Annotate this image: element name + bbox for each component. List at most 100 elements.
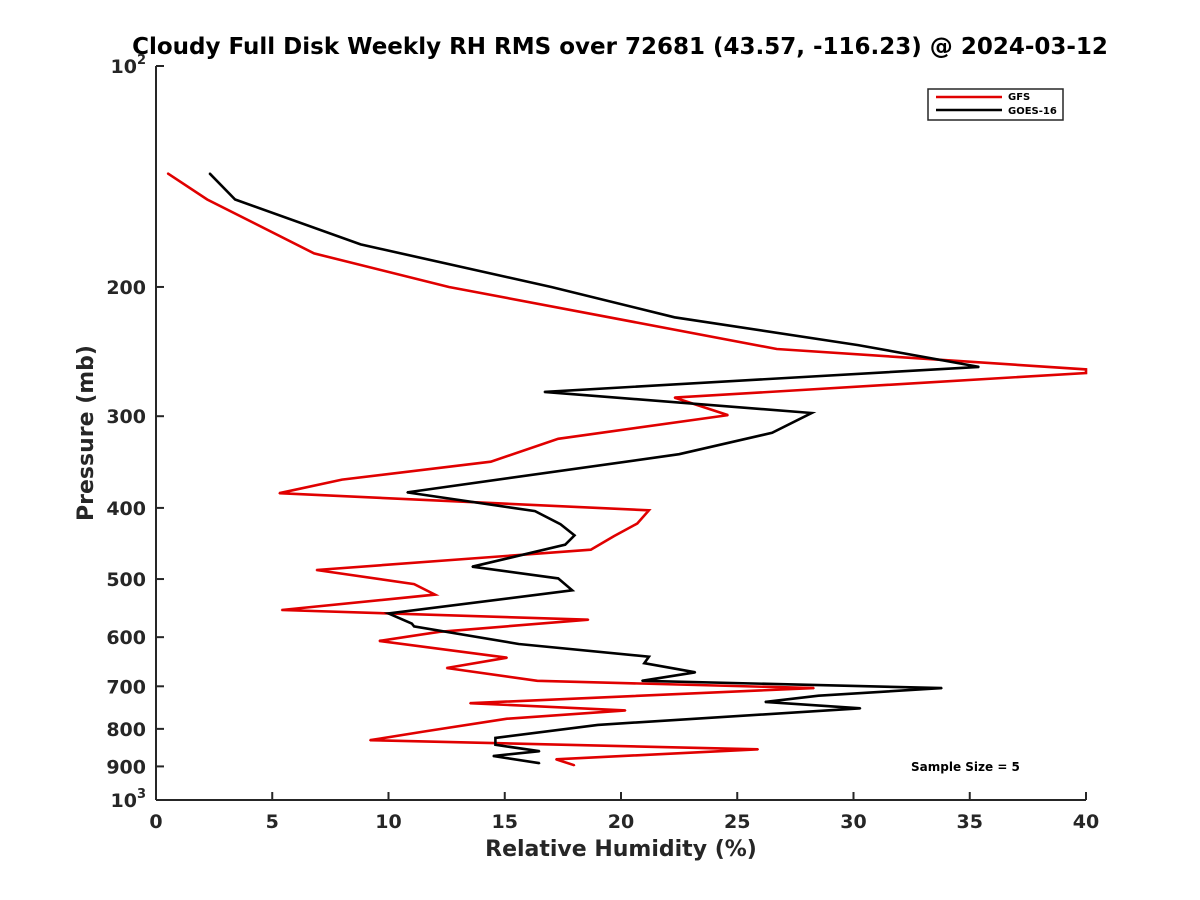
y-tick-base: 10	[111, 56, 137, 78]
data-point	[557, 577, 559, 580]
data-point	[673, 396, 676, 399]
series-line	[208, 172, 980, 765]
data-point	[1085, 372, 1087, 374]
data-point	[555, 758, 557, 761]
y-tick-label: 200	[106, 277, 146, 299]
series-gfs	[166, 172, 1088, 767]
data-point	[166, 172, 169, 175]
data-point	[643, 662, 646, 664]
data-point	[573, 534, 576, 537]
data-point	[208, 172, 211, 175]
x-tick-label: 0	[149, 811, 162, 833]
data-point	[490, 460, 492, 463]
data-point	[448, 286, 450, 288]
data-point	[550, 286, 553, 288]
data-point	[234, 198, 236, 201]
data-point	[564, 543, 566, 546]
data-point	[764, 701, 766, 703]
y-tick-label: 400	[106, 498, 146, 520]
y-tick-label: 102	[111, 53, 147, 78]
x-tick-label: 20	[608, 811, 634, 833]
plot-area: 0 5 10 15 20 25 30 35 40 10220030040050060070080…	[106, 53, 1099, 833]
x-ticks: 0 5 10 15 20 25 30 35 40	[149, 792, 1099, 833]
x-tick-label: 10	[375, 811, 401, 833]
data-point	[422, 730, 425, 733]
data-point	[445, 667, 448, 669]
chart-title: Cloudy Full Disk Weekly RH RMS over 7268…	[132, 34, 1108, 60]
data-point	[813, 687, 815, 689]
x-tick-label: 25	[724, 811, 750, 833]
data-point	[776, 348, 778, 350]
data-point	[941, 687, 943, 689]
data-point	[538, 750, 541, 752]
data-point	[694, 671, 697, 674]
y-tick-label: 800	[106, 719, 146, 741]
data-point	[771, 432, 773, 434]
y-tick-label: 600	[106, 627, 146, 649]
data-point	[817, 694, 820, 697]
y-tick-exponent: 2	[137, 53, 146, 68]
x-tick-label: 5	[266, 811, 279, 833]
data-point	[280, 609, 283, 611]
data-point	[517, 643, 520, 645]
data-point	[411, 622, 413, 625]
data-point	[387, 612, 390, 615]
sample-size-annotation: Sample Size = 5	[911, 760, 1020, 774]
data-point	[359, 243, 362, 246]
y-tick-label: 700	[106, 676, 146, 698]
series-lines	[166, 172, 1088, 767]
data-point	[810, 412, 813, 414]
series-goes-16	[208, 172, 980, 765]
data-point	[757, 748, 759, 751]
y-axis-label: Pressure (mb)	[74, 345, 99, 521]
data-point	[369, 739, 371, 741]
data-point	[536, 680, 539, 682]
data-point	[506, 717, 508, 720]
data-point	[406, 491, 408, 494]
x-tick-label: 15	[492, 811, 518, 833]
data-point	[413, 583, 415, 585]
data-point	[378, 640, 381, 642]
data-point	[727, 414, 729, 416]
data-point	[648, 655, 650, 658]
y-tick-label: 500	[106, 569, 146, 591]
data-point	[678, 453, 680, 456]
data-point	[469, 702, 471, 704]
data-point	[859, 707, 862, 710]
data-point	[1085, 368, 1087, 371]
data-point	[313, 252, 315, 255]
data-point	[543, 391, 546, 393]
legend-box	[927, 88, 1064, 121]
data-point	[506, 656, 508, 659]
y-tick-label: 300	[106, 406, 146, 428]
data-point	[597, 724, 599, 726]
data-point	[978, 366, 980, 368]
y-tick-base: 10	[111, 790, 137, 812]
data-point	[413, 625, 415, 628]
data-point	[573, 764, 576, 767]
legend-label-gfs: GFS	[1008, 92, 1030, 103]
data-point	[494, 744, 497, 746]
series-line	[166, 172, 1088, 767]
data-point	[590, 548, 592, 551]
data-point	[557, 438, 559, 440]
data-point	[492, 755, 494, 757]
x-tick-label: 30	[840, 811, 866, 833]
data-point	[434, 593, 436, 596]
data-point	[341, 478, 343, 481]
data-point	[587, 618, 590, 621]
x-tick-label: 35	[957, 811, 983, 833]
data-point	[206, 198, 208, 201]
data-point	[494, 737, 497, 739]
data-point	[613, 535, 615, 537]
data-point	[534, 510, 536, 512]
data-point	[278, 492, 281, 495]
data-point	[471, 565, 474, 568]
y-tick-exponent: 3	[137, 787, 146, 802]
data-point	[648, 509, 650, 512]
data-point	[673, 316, 676, 319]
legend: GFS GOES-16	[927, 88, 1064, 121]
data-point	[538, 762, 541, 764]
